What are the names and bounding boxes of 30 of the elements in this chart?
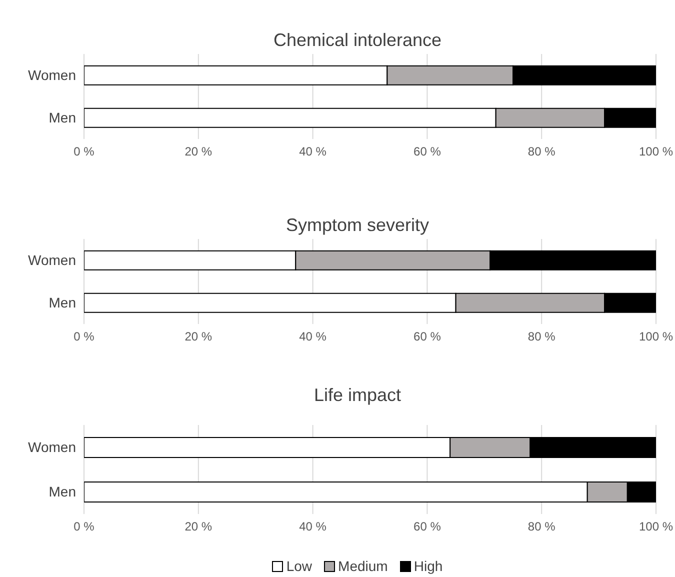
legend-label: Medium — [338, 557, 388, 575]
y-tick-label: Men — [48, 294, 76, 311]
x-tick-label: 0 % — [74, 330, 95, 344]
x-tick-label: 0 % — [74, 520, 95, 534]
x-tick-label: 100 % — [638, 330, 674, 344]
x-tick-label: 80 % — [528, 330, 556, 344]
chart-title: Life impact — [312, 384, 402, 407]
x-tick-label: 80 % — [528, 520, 556, 534]
legend-label: High — [414, 557, 443, 575]
x-tick-label: 60 % — [414, 330, 442, 344]
x-tick-label: 20 % — [184, 330, 212, 344]
chart-title: Symptom severity — [284, 214, 430, 237]
x-tick-label: 40 % — [299, 330, 327, 344]
x-tick-label: 20 % — [184, 144, 212, 159]
y-tick-label: Men — [48, 110, 76, 126]
legend-label: Low — [286, 557, 312, 575]
x-tick-label: 100 % — [638, 520, 674, 534]
x-tick-label: 40 % — [299, 144, 327, 159]
y-tick-label: Women — [28, 439, 76, 456]
x-tick-label: 100 % — [638, 144, 674, 159]
chart-title: Chemical intolerance — [272, 29, 443, 52]
x-tick-label: 0 % — [74, 144, 95, 159]
x-tick-label: 60 % — [414, 520, 442, 534]
x-tick-label: 60 % — [414, 144, 442, 159]
y-tick-label: Men — [48, 484, 76, 500]
y-tick-label: Women — [28, 67, 76, 84]
x-tick-label: 80 % — [528, 144, 556, 159]
x-tick-label: 40 % — [299, 520, 327, 534]
y-tick-label: Women — [28, 252, 76, 268]
x-tick-label: 20 % — [184, 520, 212, 534]
